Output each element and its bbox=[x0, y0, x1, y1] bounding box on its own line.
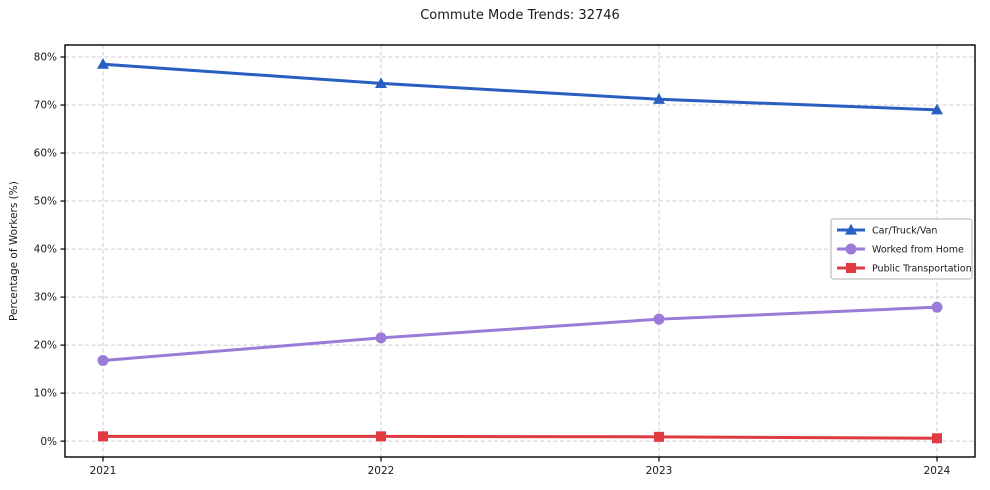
plot-border bbox=[64, 44, 976, 458]
y-tick-label: 20% bbox=[34, 340, 57, 352]
series-marker-public-transportation bbox=[932, 433, 942, 444]
series-marker-worked-from-home bbox=[97, 354, 109, 366]
series-marker-public-transportation bbox=[98, 431, 108, 442]
x-tick-label: 2021 bbox=[90, 465, 117, 477]
series-marker-car-truck-van bbox=[375, 77, 387, 89]
y-tick-label: 80% bbox=[34, 52, 57, 64]
legend-circle-icon bbox=[845, 243, 857, 255]
legend-square-icon bbox=[846, 263, 856, 273]
y-tick-label: 50% bbox=[34, 196, 57, 208]
legend-label-worked-from-home: Worked from Home bbox=[872, 244, 964, 255]
series-marker-worked-from-home bbox=[375, 332, 387, 344]
y-tick-label: 30% bbox=[34, 292, 57, 304]
series-line-worked-from-home bbox=[102, 305, 938, 362]
y-tick-label: 70% bbox=[34, 100, 57, 112]
legend-label-public-transportation: Public Transportation bbox=[872, 263, 972, 274]
series-line-public-transportation bbox=[103, 434, 938, 440]
series-marker-public-transportation bbox=[376, 431, 386, 442]
y-tick-label: 10% bbox=[34, 388, 57, 400]
series-marker-car-truck-van bbox=[653, 93, 665, 104]
y-tick-label: 0% bbox=[40, 436, 57, 448]
y-tick-label: 40% bbox=[34, 244, 57, 256]
series-marker-worked-from-home bbox=[653, 313, 665, 325]
series-line-car-truck-van bbox=[102, 62, 938, 112]
legend-label-car-truck-van: Car/Truck/Van bbox=[872, 225, 937, 236]
series-marker-car-truck-van bbox=[97, 58, 109, 69]
x-tick-label: 2023 bbox=[646, 465, 673, 477]
x-tick-label: 2024 bbox=[924, 465, 951, 477]
series-marker-worked-from-home bbox=[931, 301, 943, 313]
series-marker-public-transportation bbox=[654, 431, 664, 442]
legend-triangle-icon bbox=[845, 223, 857, 235]
x-tick-label: 2022 bbox=[368, 465, 395, 477]
chart-title: Commute Mode Trends: 32746 bbox=[420, 8, 620, 23]
legend-box bbox=[830, 218, 973, 280]
series-marker-car-truck-van bbox=[931, 103, 943, 115]
y-tick-label: 60% bbox=[34, 148, 57, 160]
